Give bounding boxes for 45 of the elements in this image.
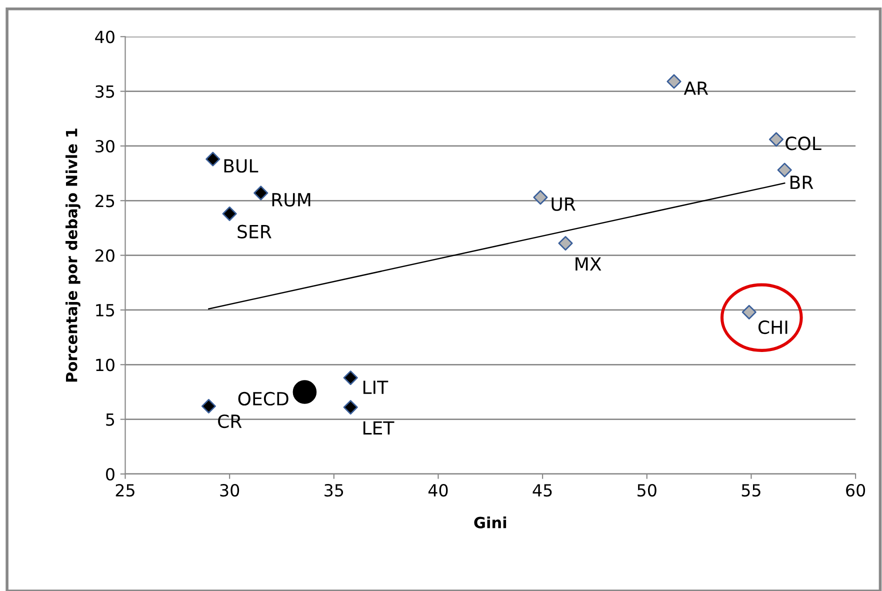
point: [777, 162, 792, 178]
point: [254, 186, 268, 200]
y-tick-label: 30: [96, 140, 114, 153]
annotation: LIT: [363, 380, 388, 394]
x-axis-title: Gini: [474, 516, 506, 528]
x-tick-label: 55: [742, 484, 760, 497]
y-tick-label: 20: [96, 249, 114, 262]
x-tick-label: 60: [846, 484, 866, 497]
point: [343, 370, 358, 386]
point: [343, 400, 358, 415]
annotation: COL: [786, 136, 822, 150]
annotation: BR: [790, 176, 814, 189]
x-tick-label: 25: [116, 484, 134, 497]
annotation: RUM: [272, 193, 310, 207]
annotation: CHI: [758, 320, 788, 334]
y-axis-title: Porcentaje por debajo Nivle 1: [66, 128, 80, 382]
y-tick-label: 40: [95, 30, 114, 44]
x-tick-label: 50: [638, 484, 656, 497]
y-tick-label: 15: [96, 304, 114, 317]
point: [206, 152, 220, 166]
y-tick-label: 10: [96, 358, 114, 372]
point: [222, 206, 237, 222]
annotation: CR: [218, 414, 242, 428]
annotation: LET: [363, 421, 394, 434]
point: [742, 304, 756, 320]
point: [558, 236, 573, 251]
annotation: MX: [576, 257, 602, 270]
point: [533, 190, 548, 205]
y-tick-label: 5: [106, 413, 114, 426]
point: [666, 74, 682, 89]
point: [292, 380, 317, 404]
annotation: OECD: [238, 392, 288, 406]
y-tick-label: 35: [96, 85, 114, 98]
annotation: AR: [684, 82, 708, 95]
annotation: BUL: [224, 159, 258, 173]
annotation: SER: [238, 224, 272, 238]
x-tick-label: 40: [428, 484, 448, 497]
x-tick-label: 45: [532, 484, 552, 497]
x-tick-label: 30: [220, 484, 240, 497]
y-tick-label: 25: [96, 194, 114, 208]
x-tick-label: 35: [324, 484, 344, 497]
annotation: UR: [552, 198, 576, 211]
point: [768, 132, 784, 147]
point: [201, 398, 216, 414]
y-tick-label: 0: [106, 468, 114, 481]
